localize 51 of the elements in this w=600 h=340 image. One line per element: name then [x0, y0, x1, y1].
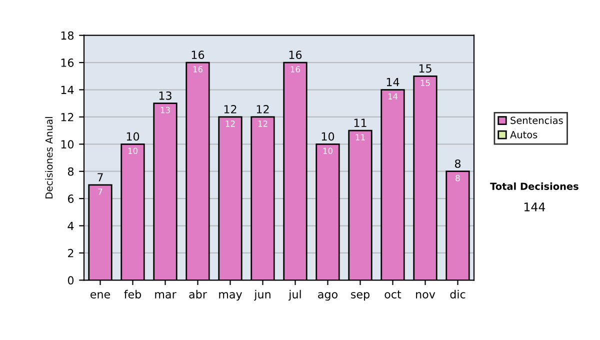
- total-label: 8: [454, 159, 461, 168]
- total-label: 7: [98, 173, 103, 182]
- x-tick-label: mar: [155, 292, 176, 298]
- data-label: 7: [98, 188, 102, 195]
- x-tick-label: jul: [288, 290, 301, 301]
- total-label: 10: [322, 132, 334, 141]
- data-label: 12: [258, 120, 268, 127]
- y-tick-label: 6: [68, 194, 74, 203]
- x-tick-label: feb: [124, 290, 142, 298]
- y-tick-label: 0: [68, 276, 74, 285]
- data-label: 16: [290, 66, 300, 72]
- x-tick-label: ago: [318, 292, 338, 301]
- x-tick-label: oct: [384, 290, 402, 298]
- x-tick-label: may: [219, 292, 242, 301]
- x-tick-label: ene: [90, 292, 110, 298]
- y-tick-label: 14: [61, 86, 74, 94]
- x-tick-label: nov: [416, 292, 436, 298]
- x-tick-label: abr: [189, 290, 207, 298]
- data-label: 13: [160, 106, 170, 114]
- legend-label: Sentencias: [510, 116, 563, 124]
- y-tick-label: 2: [68, 248, 74, 258]
- total-label: 16: [289, 50, 302, 60]
- total-label: 11: [354, 118, 366, 127]
- data-label: 8: [456, 174, 460, 182]
- x-tick-label: dic: [450, 290, 466, 298]
- data-label: 15: [420, 80, 430, 86]
- data-label: 16: [193, 66, 203, 72]
- total-label: 10: [126, 132, 140, 141]
- data-label: 10: [128, 148, 138, 154]
- x-tick-label: jun: [254, 290, 270, 301]
- text: 144: [524, 202, 546, 212]
- text: Total Decisiones: [490, 182, 578, 190]
- data-label: 11: [356, 134, 365, 140]
- y-tick-label: 12: [61, 112, 74, 122]
- total-label: 12: [256, 105, 269, 114]
- data-label: 12: [226, 120, 235, 127]
- y-tick-label: 10: [61, 140, 74, 149]
- data-label: 10: [323, 148, 332, 154]
- total-label: 12: [224, 105, 236, 114]
- y-tick-label: 8: [68, 167, 74, 176]
- data-label: 14: [388, 93, 398, 100]
- total-label: 16: [192, 50, 204, 60]
- y-tick-label: 16: [61, 58, 74, 67]
- y-tick-label: 4: [68, 222, 74, 230]
- total-label: 14: [386, 78, 400, 86]
- legend-label: Autos: [510, 131, 538, 138]
- total-label: 13: [159, 91, 172, 100]
- y-axis-title: Decisiones Anual: [45, 117, 53, 198]
- x-tick-label: sep: [351, 292, 370, 301]
- total-label: 15: [419, 64, 432, 73]
- y-tick-label: 18: [61, 31, 74, 40]
